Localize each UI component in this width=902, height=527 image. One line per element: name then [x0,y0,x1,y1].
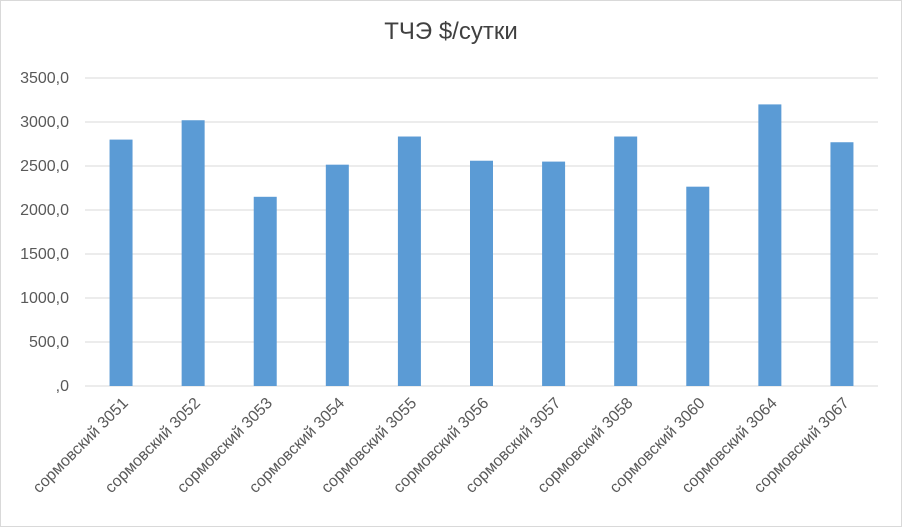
bar [542,161,566,386]
bar [470,160,493,386]
bar [253,196,277,386]
bar [830,142,854,386]
y-tick-label: 500,0 [29,334,69,351]
y-tick-label: 1000,0 [20,290,69,307]
bar [397,136,421,386]
bar [686,186,710,386]
bar [325,164,349,386]
y-tick-label: 3000,0 [20,114,69,131]
bar [614,136,638,386]
y-tick-label: 2500,0 [20,158,69,175]
chart-title: ТЧЭ $/сутки [384,18,518,45]
y-tick-label: 3500,0 [20,70,69,87]
y-tick-label: 2000,0 [20,202,69,219]
y-tick-label: ,0 [56,378,69,395]
y-tick-label: 1500,0 [20,246,69,263]
bar [758,104,782,387]
bar [109,139,133,386]
bar [181,120,205,387]
